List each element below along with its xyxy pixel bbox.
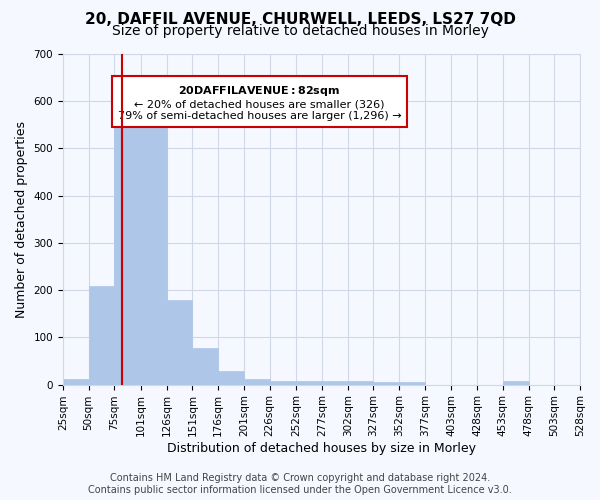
Bar [373,382,399,384]
Bar [244,380,269,384]
Bar [322,381,347,384]
Bar [141,124,167,384]
Bar [63,379,89,384]
Bar [296,381,322,384]
Text: Size of property relative to detached houses in Morley: Size of property relative to detached ho… [112,24,488,38]
Text: 20, DAFFIL AVENUE, CHURWELL, LEEDS, LS27 7QD: 20, DAFFIL AVENUE, CHURWELL, LEEDS, LS27… [85,12,515,28]
Bar [193,348,218,385]
Bar [399,382,425,384]
Bar [115,124,141,384]
Y-axis label: Number of detached properties: Number of detached properties [15,121,28,318]
Bar [167,300,193,384]
Text: $\bf{20 DAFFIL AVENUE: 82sqm}$
← 20% of detached houses are smaller (326)
79% of: $\bf{20 DAFFIL AVENUE: 82sqm}$ ← 20% of … [118,84,401,121]
Text: Contains HM Land Registry data © Crown copyright and database right 2024.
Contai: Contains HM Land Registry data © Crown c… [88,474,512,495]
Bar [218,372,244,384]
Bar [503,382,529,384]
X-axis label: Distribution of detached houses by size in Morley: Distribution of detached houses by size … [167,442,476,455]
Bar [269,381,296,384]
Bar [347,381,373,384]
Bar [89,286,115,384]
